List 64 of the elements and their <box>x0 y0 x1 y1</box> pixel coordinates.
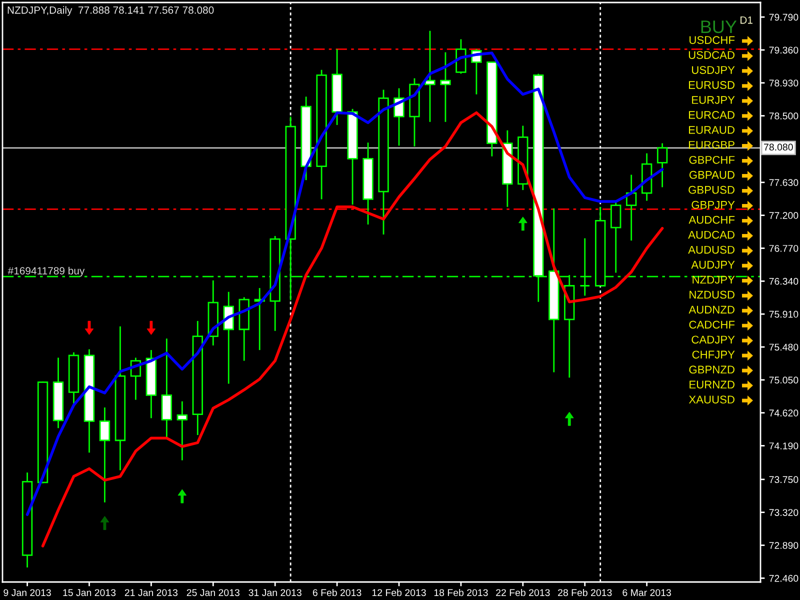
text: AUDCAD <box>688 230 734 239</box>
candlestick <box>610 200 622 274</box>
y-tick-label: 73.320 <box>769 509 798 516</box>
y-tick-label: 74.190 <box>769 442 798 450</box>
candlestick <box>99 406 110 504</box>
y-tick-label: 75.050 <box>769 376 798 384</box>
text: EURAUD <box>688 126 734 134</box>
y-tick-label: 72.890 <box>769 542 798 549</box>
text: EURCAD <box>688 111 734 119</box>
text: XAUUSD <box>688 396 734 404</box>
text: GBPCHF <box>689 156 735 164</box>
text: GBPNZD <box>689 366 734 374</box>
x-tick-label: 22 Feb 2013 <box>496 588 550 596</box>
text: CADJPY <box>692 336 735 344</box>
x-tick-label: 18 Feb 2013 <box>434 588 488 596</box>
x-tick-label: 31 Jan 2013 <box>248 589 302 596</box>
text: D1 <box>740 16 752 24</box>
text: CHFJPY <box>692 350 735 359</box>
x-tick-label: 21 Jan 2013 <box>124 589 178 596</box>
x-tick-label: 15 Jan 2013 <box>63 589 116 596</box>
y-tick-label: 75.480 <box>769 344 798 351</box>
y-tick-label: 76.340 <box>769 278 798 285</box>
x-tick-label: 25 Jan 2013 <box>186 589 240 596</box>
text: EURUSD <box>688 81 734 89</box>
chart-title: NZDJPY,Daily 77.888 78.141 77.567 78.080 <box>8 6 214 16</box>
x-tick-label: 6 Feb 2013 <box>312 588 362 596</box>
y-tick-label: 75.910 <box>769 310 798 318</box>
text: EURGBP <box>688 140 734 149</box>
text: EURJPY <box>692 96 735 104</box>
y-tick-label: 79.360 <box>769 46 798 54</box>
x-tick-label: 6 Mar 2013 <box>622 589 671 596</box>
text: NZDJPY <box>692 276 735 284</box>
y-tick-label: 77.630 <box>769 179 798 186</box>
x-tick-label: 9 Jan 2013 <box>4 589 51 596</box>
y-tick-label: 73.750 <box>769 476 798 484</box>
ref-line-label: 78.080 <box>764 144 793 151</box>
y-tick-label: 72.460 <box>769 574 798 582</box>
text: NZDUSD <box>690 290 734 299</box>
text: AUDNZD <box>688 306 734 314</box>
y-tick-label: 74.620 <box>769 410 798 416</box>
text: AUDCHF <box>688 216 735 224</box>
candlestick <box>656 142 668 188</box>
candlestick <box>424 30 436 123</box>
text: AUDUSD <box>688 246 734 254</box>
text: USDCHF <box>690 36 735 44</box>
text: USDCAD <box>688 51 734 59</box>
ref-line-label: #169411789 buy <box>8 266 85 277</box>
text: CADCHF <box>689 320 735 329</box>
text: EURNZD <box>690 380 734 389</box>
text: GBPUSD <box>688 186 734 194</box>
y-tick-label: 78.930 <box>769 80 798 86</box>
text: GBPJPY <box>692 200 735 209</box>
x-tick-label: 12 Feb 2013 <box>372 588 426 596</box>
x-tick-label: 28 Feb 2013 <box>558 588 612 596</box>
candlestick <box>440 52 451 123</box>
text: USDJPY <box>692 66 735 74</box>
text: GBPAUD <box>689 170 734 179</box>
candlestick <box>176 400 188 461</box>
y-tick-label: 76.770 <box>769 244 798 252</box>
text: BUY <box>701 20 737 34</box>
y-tick-label: 77.200 <box>769 212 798 219</box>
text: AUDJPY <box>691 260 735 269</box>
y-tick-label: 78.500 <box>769 112 798 120</box>
y-tick-label: 79.790 <box>769 14 798 21</box>
